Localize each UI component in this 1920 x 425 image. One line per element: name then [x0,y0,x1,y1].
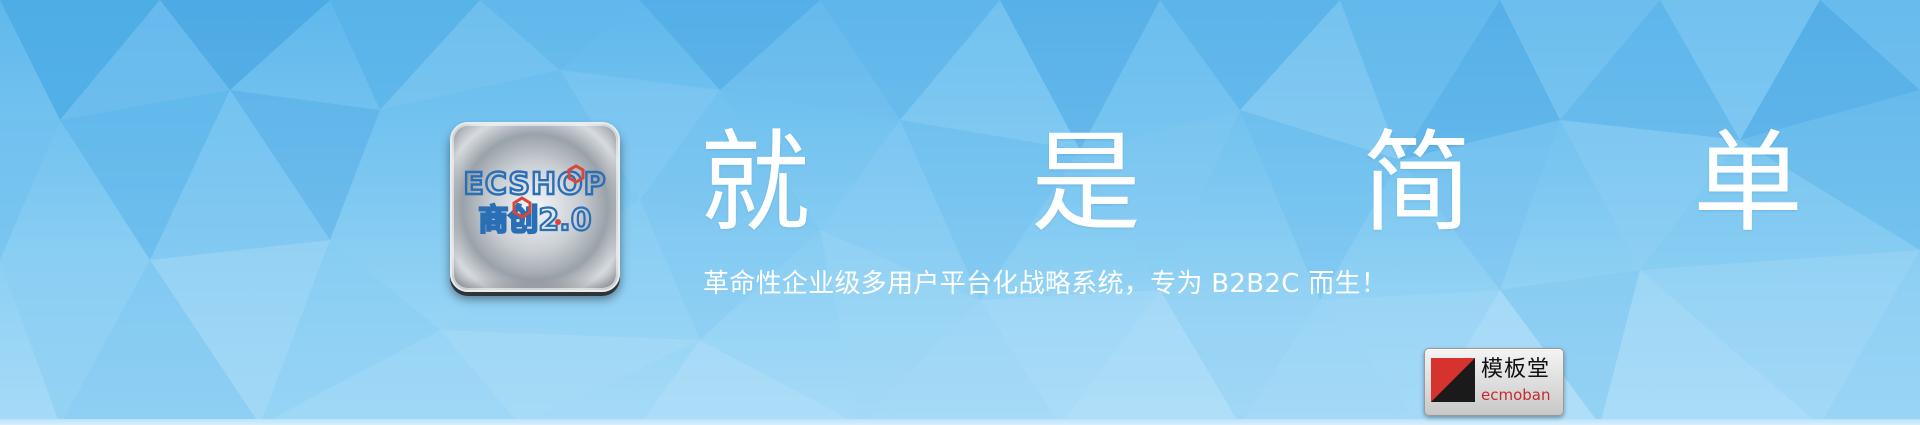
headline: 就 是 简 单 [700,119,1896,247]
ecshop-logo-graphic: ECSHOP 商创2.0 [462,164,607,239]
icon-glyph-text: 商创2.0 [478,203,591,238]
ecshop-app-icon: ECSHOP 商创2.0 [450,122,620,292]
tagline: 革命性企业级多用户平台化战略系统，专为 B2B2C 而生！ [703,269,1388,299]
badge-chinese-label: 模板堂 [1481,357,1551,382]
icon-brand-text: ECSHOP [463,167,606,202]
ecmoban-badge[interactable]: 模板堂 ecmoban [1424,348,1564,416]
badge-english-label: ecmoban [1481,386,1551,404]
bottom-strip [0,419,1920,425]
ecmoban-logo-icon [1431,358,1475,402]
